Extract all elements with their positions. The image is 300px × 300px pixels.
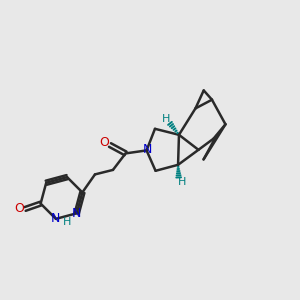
Text: H: H xyxy=(63,218,71,227)
Text: O: O xyxy=(15,202,25,215)
Text: N: N xyxy=(51,212,61,225)
Text: O: O xyxy=(100,136,110,149)
Text: N: N xyxy=(142,143,152,156)
Text: H: H xyxy=(178,177,187,187)
Text: N: N xyxy=(72,207,82,220)
Text: H: H xyxy=(162,114,171,124)
